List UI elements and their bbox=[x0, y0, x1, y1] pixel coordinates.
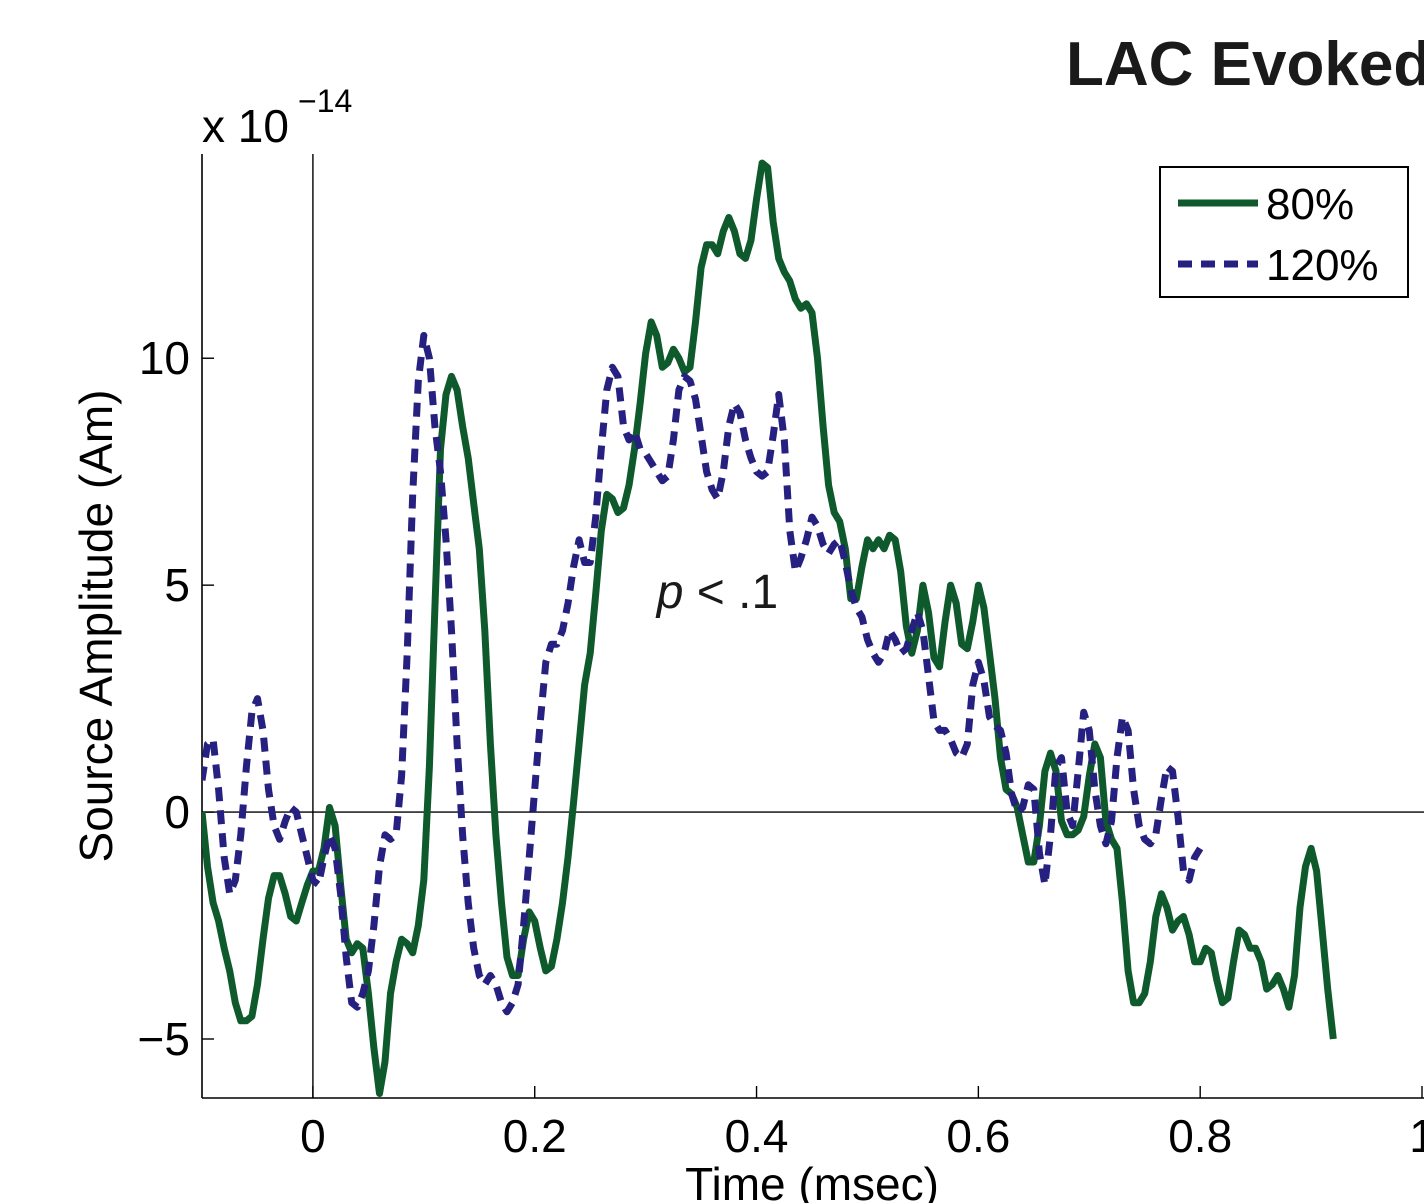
y-tick-label: 5 bbox=[164, 559, 190, 611]
x-axis-title: Time (msec) bbox=[685, 1158, 939, 1203]
legend: 80% 120% bbox=[1159, 166, 1409, 298]
x-ticks: 0 0.2 0.4 0.6 0.8 1 bbox=[300, 1086, 1424, 1162]
x-tick-label: 0.8 bbox=[1168, 1110, 1232, 1162]
annotation-rest: < .1 bbox=[683, 566, 778, 619]
legend-label-80: 80% bbox=[1266, 180, 1354, 229]
y-axis-title: Source Amplitude (Am) bbox=[70, 390, 122, 863]
y-tick-label: −5 bbox=[138, 1013, 190, 1065]
x-tick-label: 0.2 bbox=[503, 1110, 567, 1162]
y-tick-label: 10 bbox=[139, 332, 190, 384]
y-tick-label: 0 bbox=[164, 786, 190, 838]
legend-label-120: 120% bbox=[1266, 241, 1379, 290]
legend-box bbox=[1159, 166, 1409, 298]
x-tick-label: 0.4 bbox=[725, 1110, 789, 1162]
y-axis-multiplier: x 10 −14 bbox=[202, 83, 352, 152]
series-line-80 bbox=[202, 159, 1337, 1097]
series-line-120 bbox=[202, 332, 1204, 1016]
annotation-italic: p bbox=[655, 566, 684, 619]
x-tick-label: 1 bbox=[1409, 1110, 1424, 1162]
significance-annotation: p < .1 bbox=[655, 566, 778, 619]
y-multiplier-exponent: −14 bbox=[298, 83, 352, 119]
x-tick-label: 0 bbox=[300, 1110, 326, 1162]
chart-title: LAC Evoked bbox=[1066, 30, 1424, 99]
y-ticks: −5 0 5 10 bbox=[138, 332, 214, 1065]
y-multiplier-base: x 10 bbox=[202, 100, 289, 152]
x-tick-label: 0.6 bbox=[946, 1110, 1010, 1162]
reference-lines bbox=[202, 154, 1424, 1098]
series-layer bbox=[202, 159, 1337, 1097]
